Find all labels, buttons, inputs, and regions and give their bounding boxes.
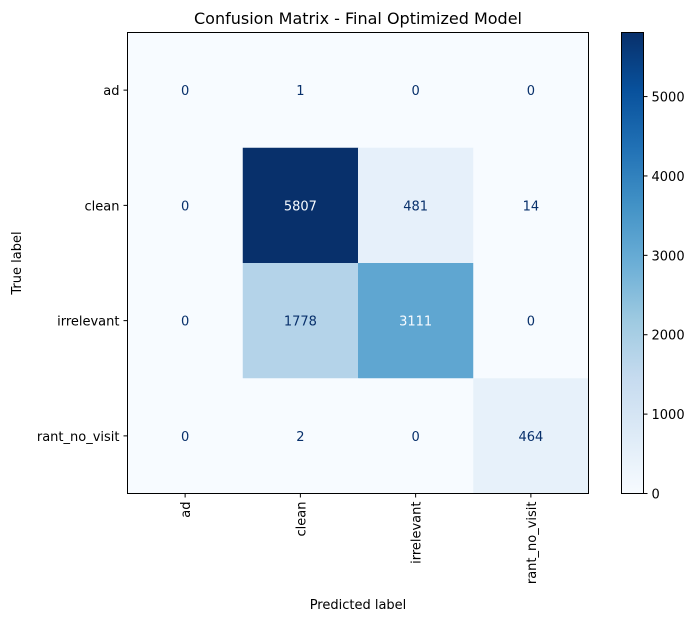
- cell-value-label-2-0: 0: [181, 315, 189, 330]
- cell-value-label-2-3: 0: [527, 315, 535, 330]
- cell-value-label-1-0: 0: [181, 199, 189, 214]
- cell-value-label-1-1: 5807: [284, 199, 317, 214]
- cell-value-label-3-1: 2: [296, 430, 304, 445]
- colorbar-ticks: 0 1000 2000 3000 4000 5000: [643, 91, 685, 503]
- cell-value-label-0-1: 1: [296, 84, 304, 99]
- cell-value-label-2-1: 1778: [284, 315, 317, 330]
- cell-value-label-0-0: 0: [181, 84, 189, 99]
- heatmap-cell-2-1: [242, 263, 359, 379]
- cell-value-label-3-3: 464: [518, 430, 543, 445]
- heatmap-cell-0-0: [127, 32, 244, 149]
- heatmap-cell-0-2: [358, 32, 474, 149]
- x-axis-ticks: ad clean irrelevant rant_no_visit: [179, 493, 540, 585]
- x-tick-label: rant_no_visit: [525, 502, 540, 585]
- colorbar: [621, 32, 644, 494]
- heatmap-cell-2-3: [473, 263, 589, 379]
- cell-value-label-0-3: 0: [527, 84, 535, 99]
- colorbar-tick-label: 5000: [652, 91, 685, 106]
- y-tick-label: rant_no_visit: [37, 430, 120, 445]
- heatmap-cell-3-2: [358, 378, 474, 494]
- heatmap-cell-1-3: [473, 147, 589, 264]
- heatmap-cell-1-2: [358, 147, 474, 264]
- heatmap-cell-labels: 0 1 0 0 0 5807 481 14 0 1778 3111 0 0 2 0 464: [181, 84, 543, 445]
- heatmap-cell-1-1: [242, 147, 359, 264]
- y-tick-label: clean: [85, 199, 120, 214]
- y-tick-label: irrelevant: [57, 315, 119, 330]
- x-tick-label: ad: [179, 502, 194, 518]
- heatmap-cell-2-0: [127, 263, 244, 379]
- plot-frame: [127, 32, 589, 494]
- colorbar-tick-label: 2000: [652, 329, 685, 344]
- cell-value-label-1-2: 481: [403, 199, 428, 214]
- cell-value-label-1-3: 14: [523, 199, 540, 214]
- chart-title: Confusion Matrix - Final Optimized Model: [194, 9, 522, 28]
- x-tick-label: clean: [294, 502, 309, 537]
- y-tick-label: ad: [103, 84, 119, 99]
- heatmap-cell-3-0: [127, 378, 244, 494]
- x-axis-title: Predicted label: [310, 598, 407, 613]
- y-axis-ticks: ad clean irrelevant rant_no_visit: [37, 84, 128, 445]
- heatmap-cell-0-1: [242, 32, 359, 149]
- heatmap-cell-2-2: [358, 263, 474, 379]
- colorbar-tick-label: 3000: [652, 249, 685, 264]
- colorbar-tick-label: 4000: [652, 170, 685, 185]
- colorbar-tick-label: 1000: [652, 408, 685, 423]
- cell-value-label-3-0: 0: [181, 430, 189, 445]
- cell-value-label-3-2: 0: [411, 430, 419, 445]
- y-axis-title: True label: [10, 231, 25, 295]
- x-tick-label: irrelevant: [410, 502, 425, 564]
- heatmap-cell-1-0: [127, 147, 244, 264]
- colorbar-tick-label: 0: [652, 488, 660, 503]
- cell-value-label-2-2: 3111: [399, 315, 432, 330]
- cell-value-label-0-2: 0: [411, 84, 419, 99]
- heatmap-cells: [127, 32, 589, 494]
- heatmap-cell-3-1: [242, 378, 359, 494]
- heatmap-cell-0-3: [473, 32, 589, 149]
- heatmap-cell-3-3: [473, 378, 589, 494]
